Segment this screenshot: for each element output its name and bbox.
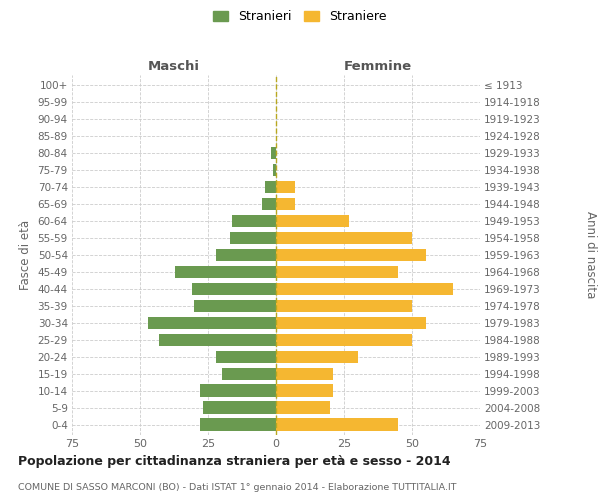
Bar — [175, 266, 276, 278]
Bar — [262, 198, 276, 210]
Bar — [159, 334, 276, 346]
Bar — [276, 402, 331, 414]
Bar — [216, 350, 276, 364]
Bar — [276, 384, 333, 397]
Bar — [276, 180, 295, 194]
Legend: Stranieri, Straniere: Stranieri, Straniere — [209, 6, 391, 26]
Text: Popolazione per cittadinanza straniera per età e sesso - 2014: Popolazione per cittadinanza straniera p… — [18, 455, 451, 468]
Bar — [276, 248, 425, 262]
Bar — [232, 214, 276, 228]
Bar — [200, 384, 276, 397]
Bar — [265, 180, 276, 194]
Bar — [221, 368, 276, 380]
Bar — [276, 266, 398, 278]
Bar — [276, 282, 453, 296]
Bar — [276, 334, 412, 346]
Text: Anni di nascita: Anni di nascita — [584, 212, 597, 298]
Bar — [276, 232, 412, 244]
Bar — [148, 316, 276, 330]
Bar — [276, 350, 358, 364]
Bar — [191, 282, 276, 296]
Y-axis label: Fasce di età: Fasce di età — [19, 220, 32, 290]
Text: Femmine: Femmine — [344, 60, 412, 72]
Bar — [216, 248, 276, 262]
Bar — [273, 164, 276, 176]
Bar — [276, 418, 398, 431]
Bar — [194, 300, 276, 312]
Text: Maschi: Maschi — [148, 60, 200, 72]
Bar — [276, 198, 295, 210]
Bar — [230, 232, 276, 244]
Text: COMUNE DI SASSO MARCONI (BO) - Dati ISTAT 1° gennaio 2014 - Elaborazione TUTTITA: COMUNE DI SASSO MARCONI (BO) - Dati ISTA… — [18, 482, 457, 492]
Bar — [200, 418, 276, 431]
Bar — [276, 214, 349, 228]
Bar — [276, 316, 425, 330]
Bar — [271, 146, 276, 160]
Bar — [203, 402, 276, 414]
Bar — [276, 300, 412, 312]
Bar — [276, 368, 333, 380]
